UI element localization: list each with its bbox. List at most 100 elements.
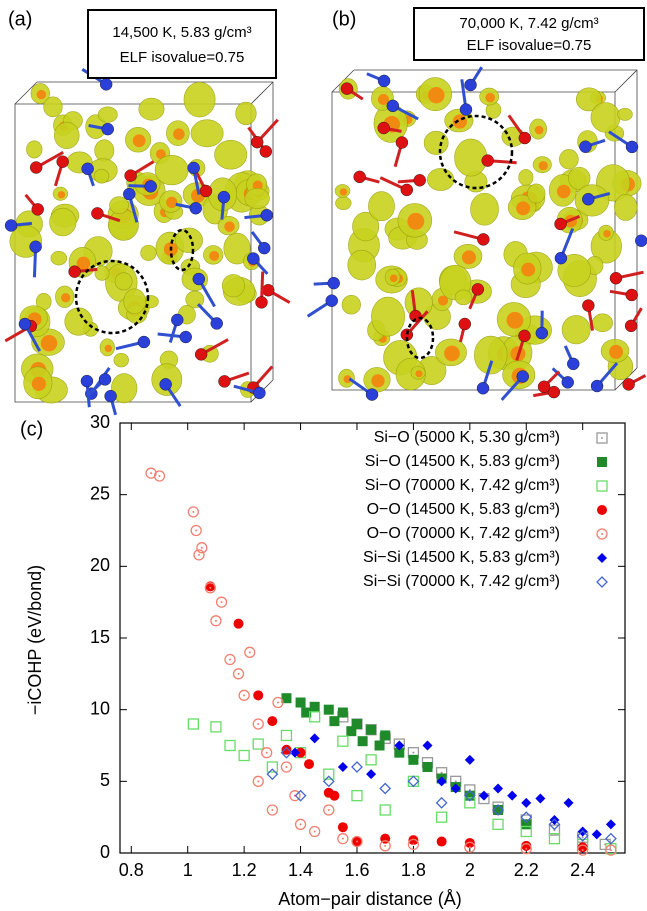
marker-part: [435, 811, 448, 823]
marker-part: [237, 672, 240, 675]
y-tick-label: 20: [90, 555, 110, 575]
atom: [625, 140, 639, 154]
marker-part: [280, 729, 293, 742]
elf-blob: [221, 274, 245, 298]
point: [366, 769, 377, 780]
elf-blob: [423, 130, 449, 155]
legend-marker: [596, 432, 608, 444]
point: [301, 707, 312, 718]
elf-blob: [223, 232, 251, 265]
elf-blob: [113, 352, 129, 368]
marker-part: [597, 553, 607, 563]
atom: [250, 135, 264, 149]
marker-part: [257, 780, 260, 783]
point: [295, 697, 306, 708]
point: [346, 726, 357, 737]
atom: [144, 180, 157, 193]
atom: [4, 219, 18, 232]
marker-part: [366, 724, 377, 735]
marker-part: [407, 775, 420, 787]
elf-core: [343, 375, 352, 384]
point: [407, 775, 420, 788]
atom: [554, 251, 568, 265]
caption-box: [87, 9, 277, 79]
x-tick-label: 1.8: [401, 860, 426, 880]
point: [464, 797, 476, 809]
marker-part: [294, 818, 307, 830]
marker-part: [357, 736, 368, 747]
marker-part: [380, 730, 391, 741]
marker-part: [351, 835, 363, 848]
point: [252, 738, 264, 750]
elf-core: [603, 230, 611, 238]
point: [253, 690, 264, 701]
marker-part: [192, 510, 195, 513]
point: [309, 825, 321, 838]
elf-core: [407, 212, 425, 230]
atom: [377, 74, 391, 88]
marker-part: [210, 615, 222, 627]
x-tick-label: 1: [183, 860, 193, 880]
marker-part: [323, 804, 335, 816]
atom: [91, 207, 104, 220]
elf-blob: [614, 194, 638, 221]
point: [272, 696, 284, 709]
marker-part: [224, 739, 236, 752]
elf-blob: [93, 168, 110, 184]
marker-part: [464, 754, 475, 765]
legend-label: Si−O (5000 K, 5.30 g/cm³): [374, 429, 560, 446]
elf-core: [521, 262, 536, 277]
caption: 70,000 K, 7.42 g/cm³: [459, 15, 598, 32]
marker-part: [525, 847, 528, 850]
marker-part: [604, 832, 617, 845]
elf-core: [371, 374, 385, 388]
elf-core: [156, 149, 166, 160]
point: [548, 833, 561, 845]
atom: [609, 272, 623, 285]
point: [493, 805, 504, 815]
x-tick-label: 2.2: [514, 860, 539, 880]
atom: [400, 183, 413, 197]
marker-part: [224, 653, 236, 666]
atom: [189, 202, 202, 215]
point: [337, 762, 348, 772]
point: [422, 740, 433, 751]
marker-part: [454, 780, 457, 783]
atom: [590, 379, 604, 393]
marker-part: [309, 711, 321, 723]
marker-part: [407, 775, 420, 788]
marker-part: [158, 475, 161, 478]
x-tick-label: 2.4: [570, 860, 595, 880]
panel-a: (a) 14,500 K, 5.83 g/cm³ ELF isovalue=0.…: [4, 8, 291, 416]
atom: [98, 373, 112, 386]
point: [304, 759, 315, 770]
y-tick-label: 25: [90, 483, 110, 503]
atom: [217, 190, 231, 204]
marker-part: [313, 830, 316, 833]
legend-marker: [596, 480, 608, 492]
marker-part: [337, 735, 349, 747]
point: [507, 790, 518, 801]
marker-part: [252, 775, 264, 787]
marker-part: [309, 825, 321, 838]
panel-label: (a): [8, 8, 32, 30]
elf-blob: [94, 139, 115, 162]
marker-part: [408, 754, 419, 765]
marker-part: [601, 437, 603, 439]
marker-part: [220, 601, 223, 604]
atom: [262, 284, 275, 297]
marker-part: [187, 506, 200, 518]
elf-blob: [109, 196, 129, 215]
elf-blob: [470, 192, 499, 226]
marker-part: [521, 819, 532, 830]
marker-part: [492, 818, 504, 830]
marker-part: [464, 841, 476, 853]
marker-part: [327, 809, 330, 811]
point: [210, 615, 222, 627]
marker-part: [276, 701, 279, 704]
atom: [635, 234, 647, 247]
marker-part: [266, 761, 278, 773]
marker-part: [365, 754, 377, 766]
atom: [194, 348, 208, 361]
marker-part: [243, 694, 246, 697]
